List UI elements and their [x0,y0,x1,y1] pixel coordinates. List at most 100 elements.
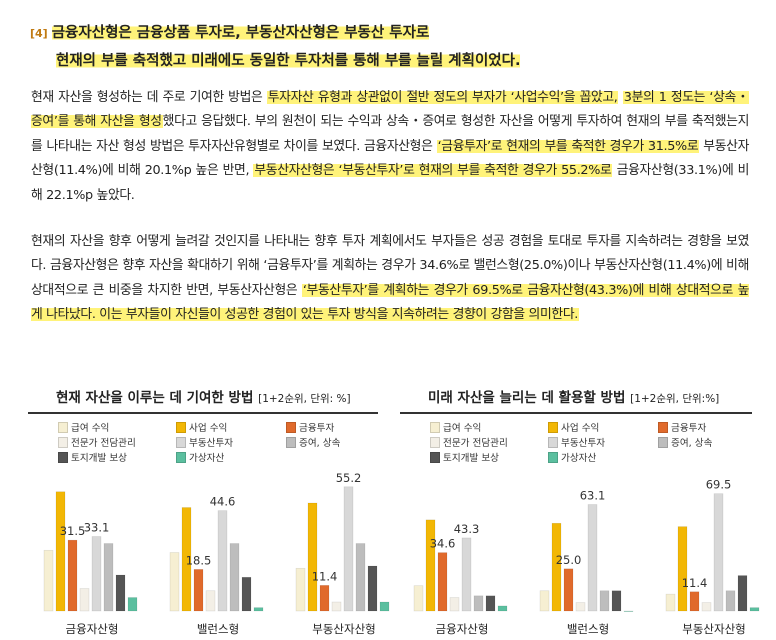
para1-text-4: 금융자산형(33.1%)에 비해 22.1%p 높았다. [31,163,749,203]
legend-swatch [176,421,186,433]
legend-swatch [658,421,668,433]
legend-label: 토지개발 보상 [71,453,128,464]
paragraph-future-plans: 현재의 자산을 향후 어떻게 늘려갈 것인지를 나타내는 향후 투자 계획에서도… [31,230,749,328]
category-label: 부동산자산형 [682,622,745,636]
bar [295,567,306,612]
paragraph-current-assets: 현재 자산을 형성하는 데 주로 기여한 방법은 투자자산 유형과 상관없이 절… [31,86,749,208]
bar [623,610,634,612]
category-label: 금융자산형 [436,622,489,636]
bar [599,590,610,612]
legend-label: 부동산투자 [561,438,606,449]
bar [497,605,508,612]
para1-text-2: 했다고 응답했다. 부의 원천이 되는 수익과 상속・증여로 형성한 자산을 어… [31,114,749,154]
bar [413,585,424,612]
chart-2-title-text: 미래 자산을 늘리는 데 활용할 방법 [428,390,626,406]
legend-label: 사업 수익 [189,423,228,434]
legend-label: 증여, 상속 [671,438,713,449]
value-label: 31.5 [60,524,86,538]
bar [473,595,484,612]
bar [331,601,342,612]
legend-item: 급여 수익 [58,420,109,434]
legend-swatch [430,436,440,448]
legend-label: 전문가 전담관리 [71,438,136,449]
heading-line-2: 현재의 부를 축적했고 미래에도 동일한 투자처를 통해 부를 늘릴 계획이었다… [56,53,521,69]
value-label: 63.1 [580,489,606,503]
bar [575,602,586,612]
bar [539,590,550,612]
value-label: 25.0 [556,553,582,567]
value-label: 43.3 [454,522,480,536]
bar [67,539,78,612]
bar [689,591,700,612]
chart-2-unit: [1+2순위, 단위:%] [630,393,720,405]
legend-item: 급여 수익 [430,420,481,434]
chart-1-title: 현재 자산을 이루는 데 기여한 방법 [1+2순위, 단위: %] [28,386,378,414]
bar [229,543,240,612]
category-label: 밸런스형 [567,622,609,636]
legend-label: 전문가 전담관리 [443,438,508,449]
legend-swatch [286,421,296,433]
value-label: 11.4 [312,569,338,583]
bar [485,595,496,612]
section-tag: [4] [30,27,48,40]
legend-swatch [58,451,68,463]
chart-2-title: 미래 자산을 늘리는 데 활용할 방법 [1+2순위, 단위:%] [400,386,752,414]
bar [701,602,712,612]
category-label: 밸런스형 [197,622,239,636]
legend-item: 전문가 전담관리 [58,435,136,449]
legend-item: 사업 수익 [176,420,227,434]
legend-swatch [658,436,668,448]
legend-swatch [176,451,186,463]
para1-text-3: 부동산자산형(11.4%)에 비해 20.1%p 높은 반면, [31,138,749,179]
legend-label: 가상자산 [189,453,225,464]
para2-text-1: 현재의 자산을 향후 어떻게 늘려갈 것인지를 나타내는 향후 투자 계획에서도… [31,234,749,298]
bar [343,486,354,612]
bar [43,549,54,612]
bar [253,607,264,612]
value-label: 11.4 [682,576,708,590]
legend-item: 사업 수익 [548,420,599,434]
bar [563,568,574,612]
bar [665,593,676,612]
category-label: 부동산자산형 [312,622,375,636]
bar [737,575,748,612]
legend-swatch [430,451,440,463]
value-label: 33.1 [84,521,110,535]
bar [437,552,448,612]
bar [319,585,330,612]
legend-swatch [430,421,440,433]
bar [587,504,598,612]
bar [449,597,460,612]
bar [355,543,366,612]
bar [181,507,192,612]
bar [551,522,562,612]
bar [307,502,318,612]
bar [55,491,66,612]
legend-swatch [548,451,558,463]
legend-item: 부동산투자 [548,435,605,449]
legend-label: 금융투자 [671,423,707,434]
bar [713,493,724,612]
legend-swatch [548,436,558,448]
legend-label: 토지개발 보상 [443,453,500,464]
value-label: 55.2 [336,471,362,485]
legend-item: 부동산투자 [176,435,233,449]
bar [115,574,126,612]
legend-label: 금융투자 [299,423,335,434]
heading-line-1: 금융자산형은 금융상품 투자로, 부동산자산형은 부동산 투자로 [51,25,430,41]
chart-1-title-text: 현재 자산을 이루는 데 기여한 방법 [56,390,254,406]
legend-label: 급여 수익 [443,423,482,434]
legend-item: 증여, 상속 [658,435,712,449]
bar [79,588,90,612]
para1-highlight-4: 부동산자산형은 ‘부동산투자’로 현재의 부를 축적한 경우가 55.2%로 [253,163,613,179]
legend-item: 금융투자 [286,420,334,434]
legend-item: 가상자산 [548,450,596,464]
legend-label: 증여, 상속 [299,438,341,449]
value-label: 18.5 [186,553,212,567]
legend-swatch [548,421,558,433]
legend-swatch [58,421,68,433]
bar [217,510,228,612]
bar [677,526,688,612]
